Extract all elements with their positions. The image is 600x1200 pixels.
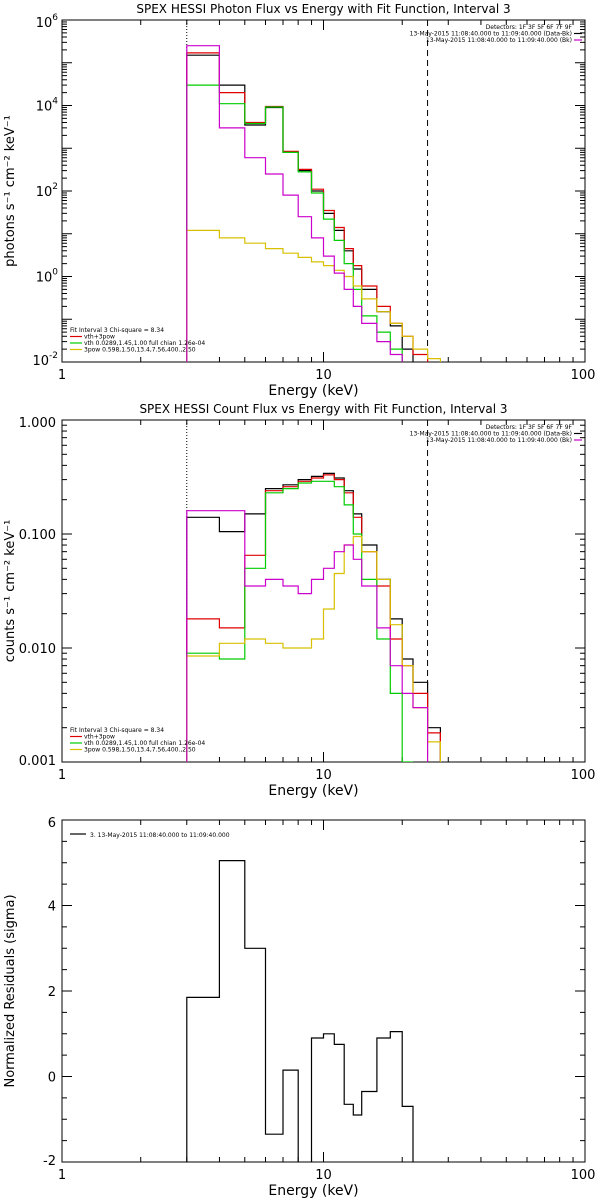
y-tick-label: 104	[36, 97, 59, 115]
chart-title: SPEX HESSI Photon Flux vs Energy with Fi…	[136, 2, 510, 16]
y-tick-label: 100	[36, 268, 59, 286]
y-axis-label: counts s⁻¹ cm⁻² keV⁻¹	[3, 520, 18, 663]
series-line-0	[186, 54, 429, 362]
y-axis-label: photons s⁻¹ cm⁻² keV⁻¹	[3, 115, 18, 267]
series-line-0	[186, 860, 414, 1162]
y-tick-label: 0.010	[19, 642, 56, 657]
y-tick-exponent: 4	[52, 97, 58, 107]
y-tick-label: 0.100	[19, 528, 56, 543]
y-tick-base: 10	[32, 354, 49, 369]
photon-flux-panel: SPEX HESSI Photon Flux vs Energy with Fi…	[3, 2, 595, 399]
legend-text: 13-May-2015 11:08:40.000 to 11:09:40.000…	[410, 431, 572, 438]
residuals-panel: 1 10 100 Energy (keV) 6 4 2 0 -2 Normalized Resid…	[3, 816, 595, 1199]
y-tick-label: 4	[48, 900, 56, 915]
x-tick-label: 1	[58, 1168, 66, 1183]
legend-text: vth 0.0289,1.45,1.00 full chian 1.26e-04	[84, 340, 205, 347]
legend-text: vth+3pow	[84, 734, 115, 741]
y-tick-label: 0	[48, 1071, 56, 1086]
x-axis-label: Energy (keV)	[268, 383, 358, 399]
y-tick-exponent: 6	[52, 13, 58, 23]
x-tick-label: 10	[315, 1168, 332, 1183]
series-line-4	[186, 510, 429, 762]
plot-frame	[61, 419, 586, 763]
y-tick-exponent: 0	[52, 268, 58, 278]
y-axis-label: Normalized Residuals (sigma)	[3, 894, 18, 1087]
legend-text: 3pow 0.598,1.50,13.4,7.56,400.,2.50	[84, 347, 196, 354]
x-tick-label: 100	[571, 368, 596, 383]
y-tick-base: 10	[36, 185, 53, 200]
legend-text: Fit Interval 3 Chi-square = 8.34	[70, 727, 164, 734]
legend-text: Fit Interval 3 Chi-square = 8.34	[70, 327, 164, 334]
y-tick-label: 102	[36, 182, 58, 200]
legend-text: Detectors: 1F 3F 5F 6F 7F 9F	[486, 24, 573, 31]
x-tick-label: 10	[315, 768, 332, 783]
y-tick-label: 106	[36, 13, 59, 31]
plot-frame	[61, 19, 586, 363]
y-tick-exponent: -2	[49, 351, 58, 361]
x-axis-label: Energy (keV)	[268, 783, 358, 799]
x-tick-label: 100	[571, 1168, 596, 1183]
legend-text: 13-May-2015 11:08:40.000 to 11:09:40.000…	[410, 31, 572, 38]
y-tick-label: -2	[43, 1154, 56, 1169]
y-tick-base: 10	[36, 16, 53, 31]
y-tick-label: 2	[48, 985, 56, 1000]
y-tick-label: 6	[48, 816, 56, 831]
x-axis-label: Energy (keV)	[268, 1183, 358, 1199]
series-line-0	[186, 472, 441, 762]
legend-text: 3pow 0.598,1.50,13.4,7.56,400.,2.50	[84, 747, 196, 754]
y-tick-label: 1.000	[19, 416, 56, 431]
y-tick-label: 0.001	[19, 754, 56, 769]
x-tick-label: 100	[571, 768, 596, 783]
legend-text: vth 0.0289,1.45,1.00 full chian 1.26e-04	[84, 740, 205, 747]
series-line-2	[186, 480, 413, 762]
x-tick-label: 1	[58, 368, 66, 383]
y-tick-exponent: 2	[52, 182, 58, 192]
count-flux-panel: SPEX HESSI Count Flux vs Energy with Fit…	[3, 402, 595, 799]
plot-frame	[61, 819, 586, 1163]
y-tick-base: 10	[36, 271, 53, 286]
series-line-3	[186, 229, 441, 362]
legend-text: 3. 13-May-2015 11:08:40.000 to 11:09:40.…	[90, 832, 230, 839]
x-tick-label: 10	[315, 368, 332, 383]
chart-title: SPEX HESSI Count Flux vs Energy with Fit…	[139, 402, 507, 416]
legend-text: vth+3pow	[84, 334, 115, 341]
series-line-4	[186, 45, 414, 362]
legend-text: 13-May-2015 11:08:40.000 to 11:09:40.000…	[426, 437, 572, 444]
series-line-2	[186, 84, 414, 362]
series-line-3	[186, 535, 441, 762]
y-tick-label: 10-2	[32, 351, 58, 369]
y-tick-base: 10	[36, 100, 53, 115]
legend-text: 13-May-2015 11:08:40.000 to 11:09:40.000…	[426, 37, 572, 44]
x-tick-label: 1	[58, 768, 66, 783]
legend-text: Detectors: 1F 3F 5F 6F 7F 9F	[486, 424, 573, 431]
series-line-1	[186, 52, 429, 362]
